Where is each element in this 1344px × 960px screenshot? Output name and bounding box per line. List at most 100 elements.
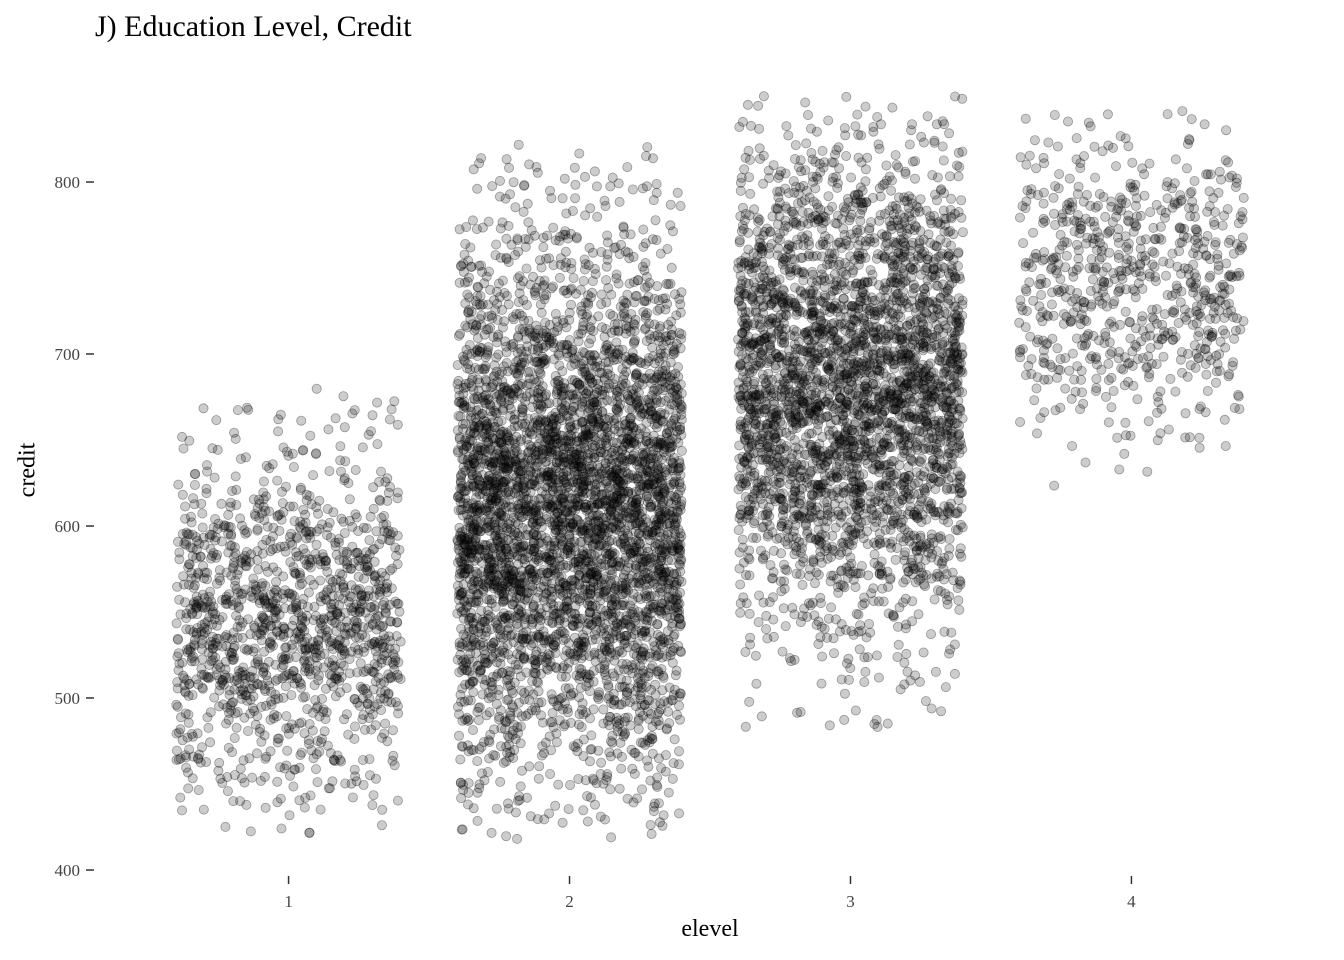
- data-point: [364, 535, 375, 546]
- data-point: [334, 675, 345, 686]
- data-point: [503, 674, 514, 685]
- data-point: [624, 278, 635, 289]
- data-point: [300, 645, 311, 656]
- data-point: [482, 658, 493, 669]
- data-point: [199, 603, 210, 614]
- data-point: [206, 656, 217, 667]
- data-point: [515, 280, 526, 291]
- data-point: [384, 631, 395, 642]
- data-point: [235, 453, 246, 464]
- data-point: [205, 553, 216, 564]
- data-point: [178, 571, 189, 582]
- data-point: [265, 589, 276, 600]
- data-point: [192, 535, 203, 546]
- data-point: [222, 786, 233, 797]
- data-point: [215, 662, 226, 673]
- data-point: [635, 411, 646, 422]
- data-point: [658, 810, 669, 821]
- data-point: [258, 666, 269, 677]
- data-point: [373, 638, 384, 649]
- data-point: [472, 706, 483, 717]
- data-point: [368, 591, 379, 602]
- data-point: [266, 639, 277, 650]
- data-point: [323, 783, 334, 794]
- data-point: [631, 382, 642, 393]
- data-points: [171, 91, 1249, 844]
- data-point: [493, 690, 504, 701]
- data-point: [457, 423, 468, 434]
- data-point: [550, 800, 561, 811]
- data-point: [280, 546, 291, 557]
- data-point: [234, 615, 245, 626]
- data-point: [251, 748, 262, 759]
- data-point: [605, 751, 616, 762]
- data-point: [282, 745, 293, 756]
- data-point: [385, 565, 396, 576]
- data-point: [674, 700, 685, 711]
- data-point: [357, 555, 368, 566]
- data-point: [641, 151, 652, 162]
- data-point: [303, 738, 314, 749]
- data-point: [585, 756, 596, 767]
- data-point: [288, 602, 299, 613]
- data-point: [198, 804, 209, 815]
- data-point: [501, 613, 512, 624]
- x-tick-label: 1: [284, 892, 293, 911]
- data-point: [633, 724, 644, 735]
- data-point: [288, 781, 299, 792]
- data-point: [181, 624, 192, 635]
- data-point: [524, 387, 535, 398]
- data-point: [645, 627, 656, 638]
- data-point: [295, 750, 306, 761]
- data-point: [526, 654, 537, 665]
- data-point: [385, 673, 396, 684]
- data-point: [659, 696, 670, 707]
- data-point: [384, 643, 395, 654]
- data-point: [235, 686, 246, 697]
- data-point: [260, 598, 271, 609]
- data-point: [253, 679, 264, 690]
- data-point: [638, 224, 649, 235]
- data-point: [335, 441, 346, 452]
- data-point: [323, 424, 334, 435]
- data-point: [299, 802, 310, 813]
- data-point: [240, 556, 251, 567]
- data-point: [218, 520, 229, 531]
- data-point: [369, 556, 380, 567]
- data-point: [553, 779, 564, 790]
- data-point: [191, 572, 202, 583]
- data-point: [358, 780, 369, 791]
- data-point: [375, 584, 386, 595]
- data-point: [361, 564, 372, 575]
- data-point: [270, 598, 281, 609]
- data-point: [172, 581, 183, 592]
- data-point: [494, 191, 505, 202]
- data-point: [590, 268, 601, 279]
- data-point: [594, 498, 605, 509]
- data-point: [187, 609, 198, 620]
- data-point: [231, 597, 242, 608]
- data-point: [334, 666, 345, 677]
- data-point: [538, 626, 549, 637]
- data-point: [491, 803, 502, 814]
- y-tick-label: 500: [55, 689, 81, 708]
- data-point: [383, 669, 394, 680]
- data-point: [513, 139, 524, 150]
- data-point: [177, 735, 188, 746]
- data-point: [356, 590, 367, 601]
- data-point: [310, 764, 321, 775]
- data-point: [265, 621, 276, 632]
- data-point: [324, 466, 335, 477]
- data-point: [236, 557, 247, 568]
- data-point: [248, 646, 259, 657]
- data-point: [603, 356, 614, 367]
- data-point: [260, 686, 271, 697]
- data-point: [536, 643, 547, 654]
- data-point: [318, 704, 329, 715]
- data-point: [669, 734, 680, 745]
- data-point: [596, 289, 607, 300]
- data-point: [189, 468, 200, 479]
- data-point: [579, 254, 590, 265]
- data-point: [667, 773, 678, 784]
- data-point: [298, 544, 309, 555]
